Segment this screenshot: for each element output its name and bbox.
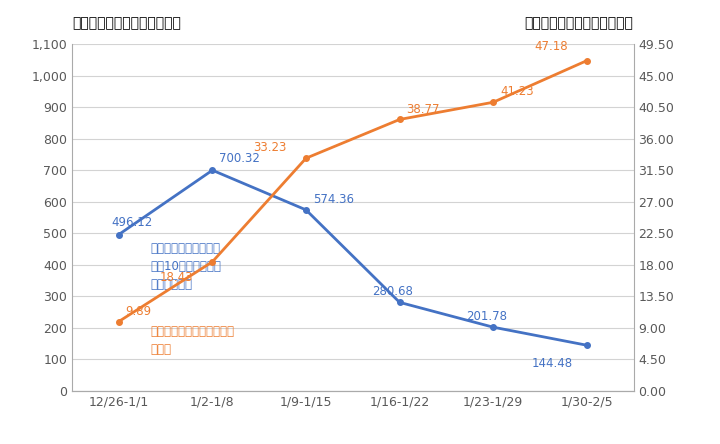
Text: 574.36: 574.36	[313, 193, 354, 206]
Text: インフルエンザ定点からの
報告数: インフルエンザ定点からの 報告数	[150, 325, 235, 356]
Text: 41.23: 41.23	[500, 85, 534, 98]
Text: （インフルエンザの報告数）: （インフルエンザの報告数）	[525, 16, 634, 31]
Text: 9.89: 9.89	[126, 305, 152, 317]
Text: 700.32: 700.32	[220, 152, 260, 165]
Text: 18.43: 18.43	[160, 271, 193, 284]
Text: （新型コロナ新規陽性者数）: （新型コロナ新規陽性者数）	[72, 16, 181, 31]
Text: 144.48: 144.48	[531, 357, 572, 370]
Text: 280.68: 280.68	[373, 285, 413, 298]
Text: 33.23: 33.23	[253, 141, 287, 154]
Text: 38.77: 38.77	[407, 103, 440, 115]
Text: 201.78: 201.78	[466, 310, 507, 323]
Text: 496.12: 496.12	[112, 216, 153, 229]
Text: 47.18: 47.18	[534, 40, 567, 52]
Text: 新型コロナウイルスの
人口10万人当たりの
新規陽性者数: 新型コロナウイルスの 人口10万人当たりの 新規陽性者数	[150, 242, 222, 291]
